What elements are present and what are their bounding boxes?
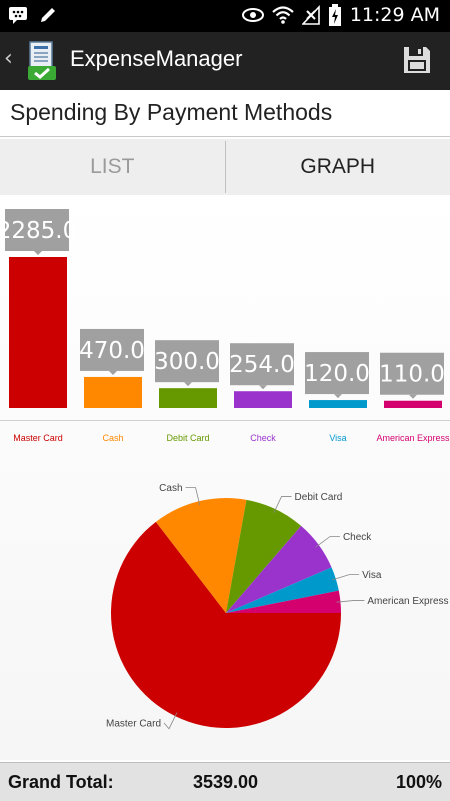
pie-leader-american-express: [336, 600, 364, 602]
pie-label-cash: Cash: [159, 483, 182, 494]
page-title: Spending By Payment Methods: [10, 99, 332, 126]
tab-graph[interactable]: GRAPH: [225, 141, 450, 193]
eye-icon: [242, 7, 264, 23]
page-title-bar: Spending By Payment Methods: [0, 90, 450, 137]
pie-label-check: Check: [343, 532, 372, 543]
status-time: 11:29 AM: [350, 4, 440, 26]
back-chevron-icon[interactable]: ‹: [4, 46, 13, 71]
grand-total-bar: Grand Total: 3539.00 100%: [0, 762, 450, 801]
view-tabs: LIST GRAPH: [0, 139, 450, 195]
floppy-disk-icon[interactable]: [402, 45, 432, 75]
grand-total-percent: 100%: [396, 772, 442, 793]
grand-total-value: 3539.00: [193, 772, 258, 793]
battery-charging-icon: [328, 4, 342, 26]
pie-chart: Master Card Cash Debit Card Check Visa Americ…: [0, 195, 450, 760]
pie-label-master-card: Master Card: [106, 719, 161, 730]
app-title: ExpenseManager: [70, 46, 242, 72]
status-bar: 11:29 AM: [0, 0, 450, 32]
wifi-icon: [272, 5, 294, 25]
tab-list[interactable]: LIST: [0, 139, 225, 195]
grand-total-label: Grand Total:: [8, 772, 114, 793]
action-bar: ‹ ExpenseManager: [0, 32, 450, 90]
pie-label-american-express: American Express: [367, 596, 448, 607]
bbm-icon: [8, 5, 28, 25]
expense-manager-app-icon[interactable]: [26, 40, 60, 82]
no-signal-icon: [302, 5, 320, 25]
pencil-icon: [38, 5, 58, 25]
pie-label-visa: Visa: [362, 570, 382, 581]
pie-label-debit-card: Debit Card: [295, 492, 343, 503]
pie-leader-visa: [332, 575, 359, 580]
